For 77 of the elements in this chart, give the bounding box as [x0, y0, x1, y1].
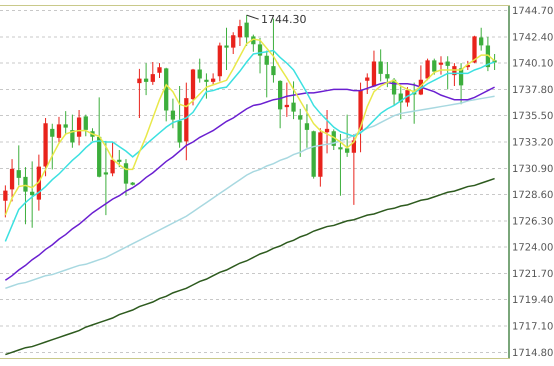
candlestick [224, 27, 229, 70]
line-series [4, 178, 496, 356]
candlestick [244, 14, 249, 46]
candlestick [16, 144, 21, 186]
y-tick-label: 1717.10 [512, 322, 554, 332]
candlestick [64, 110, 68, 134]
y-tick-label: 1726.30 [512, 216, 554, 228]
candlestick [110, 142, 115, 177]
candlestick [324, 110, 330, 154]
candlestick [190, 68, 196, 106]
candlestick [358, 82, 363, 153]
candlestick [264, 50, 269, 98]
candlestick [446, 56, 450, 90]
candlestick [130, 182, 135, 186]
y-tick-label: 1721.70 [512, 268, 554, 280]
candlestick [218, 42, 222, 82]
candlestick [338, 134, 343, 196]
candlestick [352, 134, 356, 206]
y-tick-label: 1733.20 [512, 138, 554, 148]
candlestick [365, 72, 370, 94]
candlestick [312, 130, 316, 180]
candlestick [170, 98, 176, 129]
candlestick [56, 116, 62, 144]
candlestick [43, 118, 48, 177]
y-tick-label: 1737.80 [512, 84, 554, 96]
candlestick [157, 62, 162, 78]
y-tick-label: 1714.80 [512, 348, 554, 359]
candlestick [298, 108, 302, 158]
candlestick [210, 72, 216, 86]
line-series [4, 50, 496, 242]
candlestick [70, 114, 75, 148]
candlestick [398, 86, 403, 120]
candlestick [291, 80, 296, 120]
candlestick [304, 104, 310, 148]
candlestick [378, 48, 383, 82]
candlestick [177, 86, 182, 148]
candlestick [124, 158, 128, 196]
y-tick-label: 1735.50 [512, 111, 554, 122]
candlestick [385, 62, 390, 88]
annotation: 1744.30 [261, 13, 306, 26]
candlestick [204, 72, 209, 100]
candlestick [198, 58, 202, 84]
candlestick [412, 82, 416, 124]
line-series [4, 38, 496, 216]
candlestick [104, 140, 108, 216]
candlestick [284, 82, 289, 118]
candlestick [238, 19, 242, 46]
y-tick-label: 1740.10 [512, 58, 554, 70]
candlestick [50, 123, 54, 170]
candlestick [258, 38, 262, 74]
candlestick [3, 184, 8, 218]
candlestick [231, 32, 236, 54]
candlestick [117, 150, 122, 168]
candlestick [318, 128, 322, 188]
candlestick [492, 54, 497, 70]
y-tick-label: 1719.40 [512, 295, 554, 306]
candlestick [10, 158, 14, 202]
candlestick [23, 166, 28, 225]
candlestick [164, 67, 168, 122]
candlestick [97, 96, 102, 178]
candlestick [76, 110, 82, 146]
candlestick [150, 62, 155, 86]
candlestick [84, 114, 88, 137]
candlestick [278, 80, 282, 129]
candlestick [144, 62, 148, 96]
candlestick [137, 68, 142, 118]
y-tick-label: 1742.40 [512, 32, 554, 44]
candlestick [438, 56, 444, 76]
y-tick-label: 1730.90 [512, 164, 554, 175]
candlestick [479, 27, 484, 52]
candlestick [432, 58, 436, 76]
candlestick [184, 82, 188, 161]
candlestick [30, 160, 34, 228]
candlestick [345, 114, 350, 158]
y-tick-label: 1724.00 [512, 242, 554, 254]
y-tick-label: 1744.70 [512, 6, 554, 18]
y-tick-label: 1728.60 [512, 190, 554, 202]
